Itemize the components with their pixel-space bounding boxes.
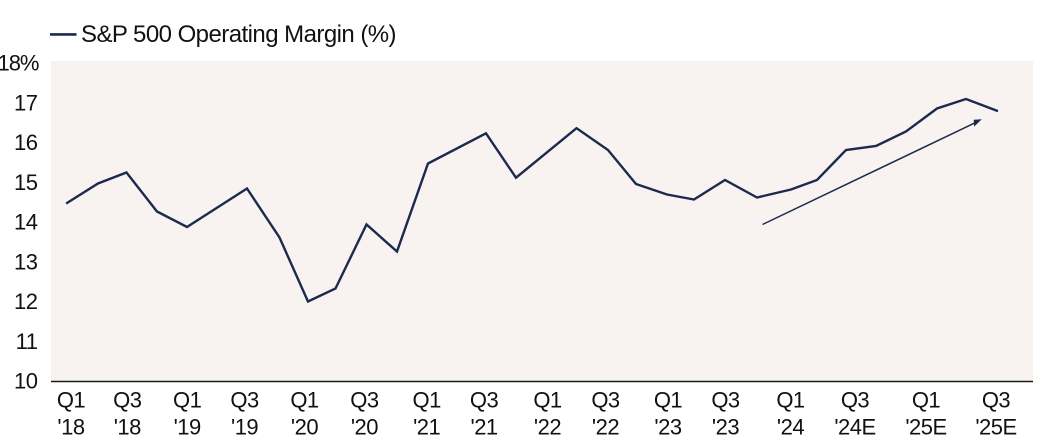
- svg-text:'22: '22: [592, 415, 619, 440]
- svg-text:'23: '23: [712, 415, 739, 440]
- svg-text:Q3: Q3: [230, 388, 259, 413]
- svg-text:Q1: Q1: [533, 388, 562, 413]
- svg-text:'25E: '25E: [905, 415, 946, 440]
- svg-text:'20: '20: [351, 415, 378, 440]
- svg-text:10: 10: [14, 369, 38, 394]
- svg-text:Q1: Q1: [912, 388, 941, 413]
- svg-text:'18: '18: [57, 415, 84, 440]
- svg-text:'19: '19: [231, 415, 258, 440]
- svg-text:'22: '22: [534, 415, 561, 440]
- svg-text:Q1: Q1: [173, 388, 202, 413]
- svg-text:12: 12: [14, 289, 38, 314]
- svg-text:'24E: '24E: [834, 415, 875, 440]
- svg-text:Q1: Q1: [654, 388, 683, 413]
- svg-text:Q3: Q3: [113, 388, 142, 413]
- svg-text:'25E: '25E: [975, 415, 1016, 440]
- svg-text:11: 11: [16, 329, 38, 354]
- svg-text:'21: '21: [471, 415, 498, 440]
- svg-text:Q3: Q3: [841, 388, 870, 413]
- svg-text:17: 17: [14, 90, 38, 115]
- svg-text:'18: '18: [114, 415, 141, 440]
- svg-text:Q3: Q3: [982, 388, 1011, 413]
- svg-text:Q3: Q3: [350, 388, 379, 413]
- svg-text:'23: '23: [654, 415, 681, 440]
- svg-text:S&P 500 Operating Margin (%): S&P 500 Operating Margin (%): [81, 21, 396, 48]
- svg-text:Q3: Q3: [470, 388, 499, 413]
- svg-text:13: 13: [14, 249, 38, 274]
- svg-text:Q3: Q3: [711, 388, 740, 413]
- svg-text:Q1: Q1: [57, 388, 86, 413]
- svg-text:15: 15: [14, 170, 38, 195]
- svg-text:Q1: Q1: [290, 388, 319, 413]
- svg-text:'24: '24: [777, 415, 804, 440]
- svg-text:16: 16: [14, 130, 38, 155]
- svg-text:Q1: Q1: [413, 388, 442, 413]
- svg-text:Q1: Q1: [776, 388, 805, 413]
- svg-text:'20: '20: [291, 415, 318, 440]
- svg-text:18%: 18%: [0, 50, 39, 75]
- svg-text:14: 14: [14, 210, 38, 235]
- svg-text:'21: '21: [413, 415, 440, 440]
- svg-text:Q3: Q3: [591, 388, 620, 413]
- svg-text:'19: '19: [174, 415, 201, 440]
